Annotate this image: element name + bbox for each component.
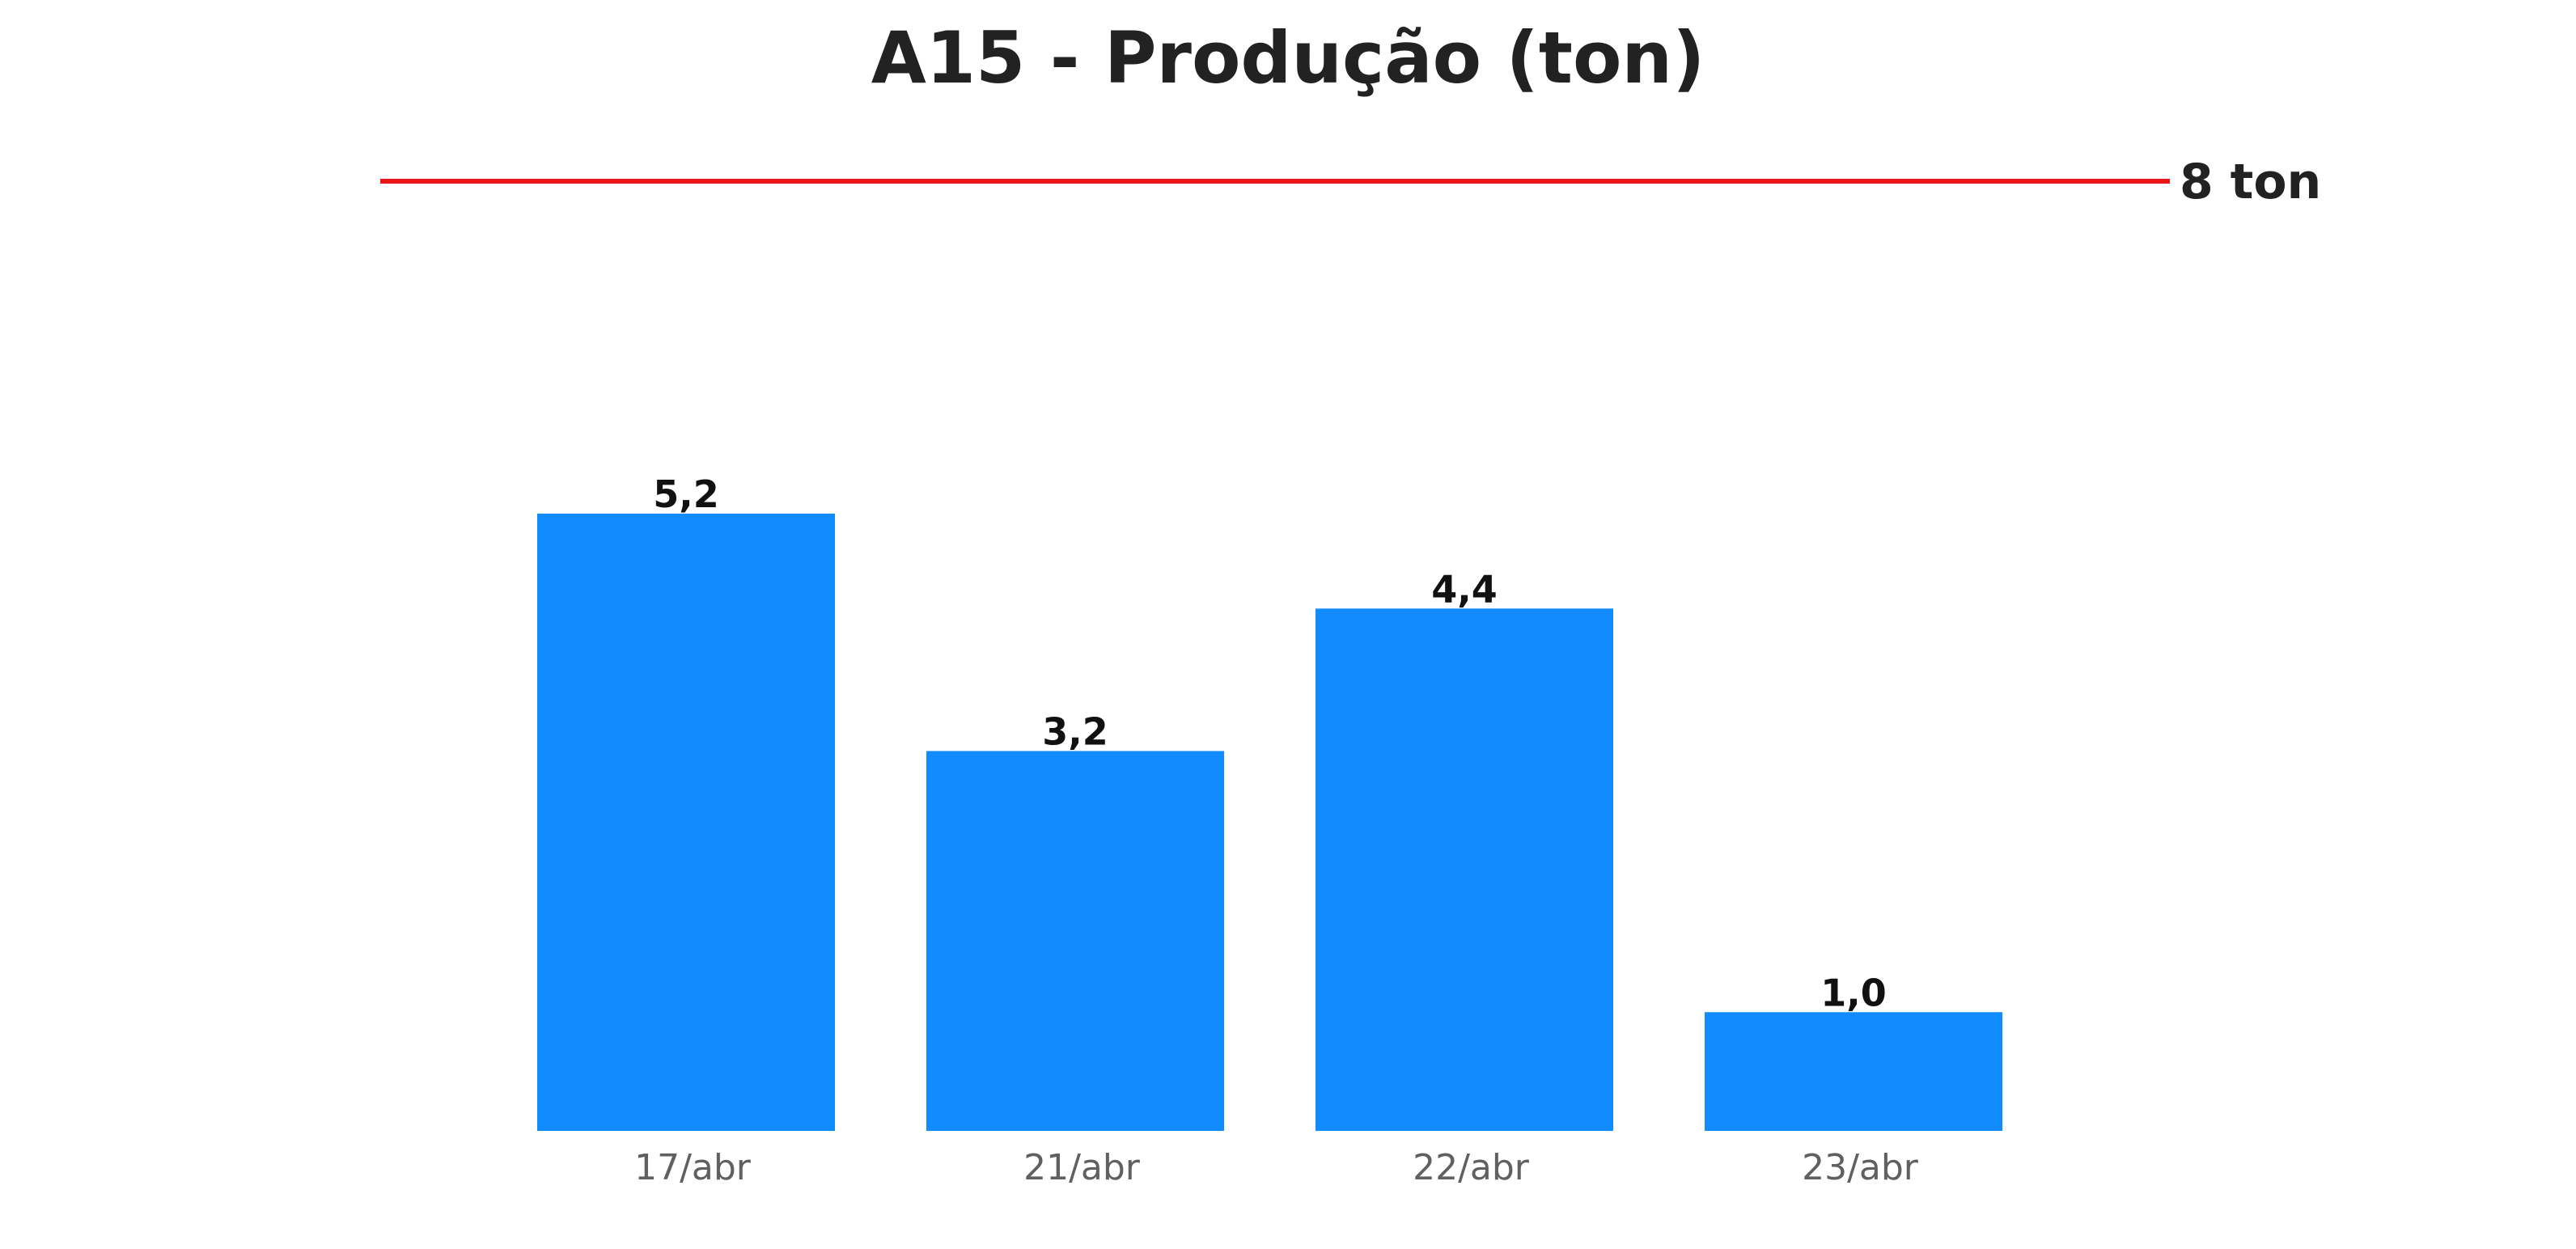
x-tick-label-3: 23/abr <box>1802 1147 1919 1188</box>
x-tick-label-2: 22/abr <box>1413 1147 1530 1188</box>
data-label-0: 5,2 <box>653 472 719 516</box>
data-label-2: 4,4 <box>1431 567 1498 611</box>
data-label-1: 3,2 <box>1042 709 1108 753</box>
x-axis-tick-labels: 17/abr 21/abr 22/abr 23/abr <box>634 1147 1919 1188</box>
x-tick-label-1: 21/abr <box>1023 1147 1141 1188</box>
data-labels: 5,2 3,2 4,4 1,0 <box>653 472 1887 1014</box>
bar-0 <box>537 513 835 1131</box>
chart-title: A15 - Produção (ton) <box>871 16 1705 99</box>
bar-3 <box>1705 1012 2002 1131</box>
data-label-3: 1,0 <box>1820 971 1887 1014</box>
bar-1 <box>926 751 1224 1131</box>
bar-2 <box>1316 608 1613 1131</box>
target-label: 8 ton <box>2180 154 2321 210</box>
bars <box>537 513 2002 1131</box>
x-tick-label-0: 17/abr <box>634 1147 752 1188</box>
